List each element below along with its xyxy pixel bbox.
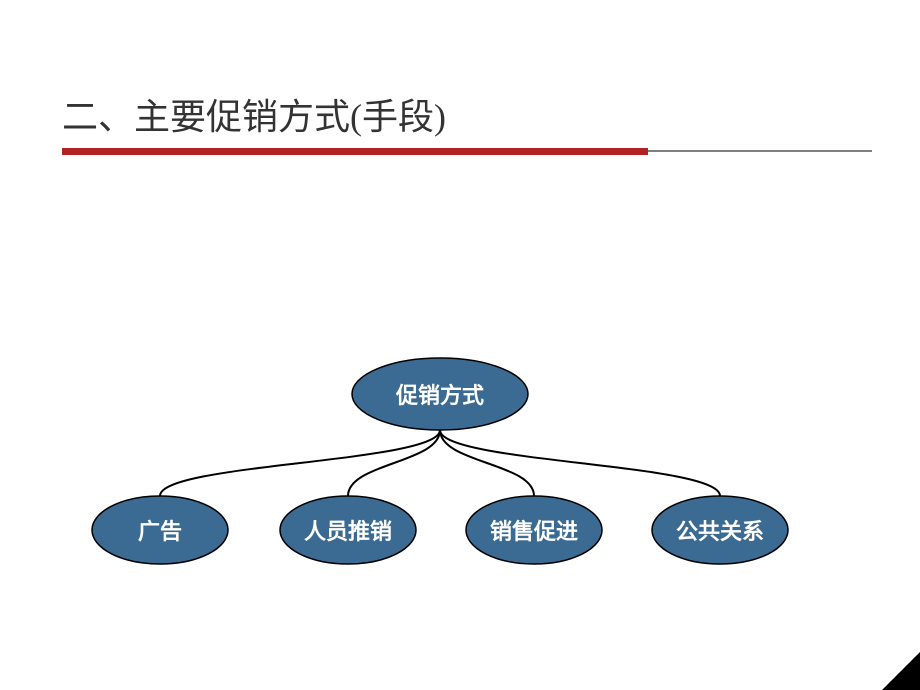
node-child-1-label: 人员推销 (280, 496, 416, 564)
node-child-2-label: 销售促进 (466, 496, 602, 564)
slide-title: 二、主要促销方式(手段) (62, 88, 446, 140)
page-corner-fold (882, 652, 920, 690)
title-underline-red (62, 148, 648, 155)
node-child-3-label: 公共关系 (652, 496, 788, 564)
edge (440, 430, 534, 496)
node-child-0-label: 广告 (92, 496, 228, 564)
title-underline-gray (648, 150, 872, 152)
edge (160, 430, 440, 496)
edge (440, 430, 720, 496)
node-root-label: 促销方式 (352, 358, 528, 430)
edge (348, 430, 440, 496)
